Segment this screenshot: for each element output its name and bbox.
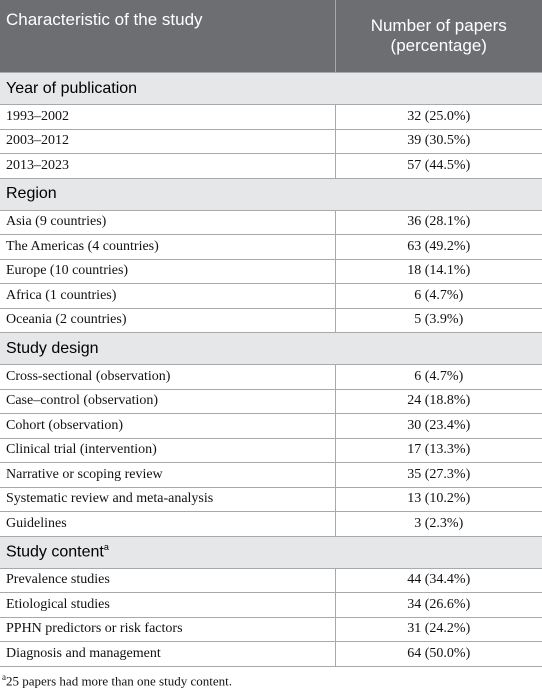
value-cell: 39 (30.5%) <box>334 129 542 154</box>
section-note: a <box>103 542 109 553</box>
section-title: Study design <box>6 339 99 357</box>
label-cell: Africa (1 countries) <box>0 283 335 309</box>
table-row: 1993–2002 32 (25.0%) <box>0 104 542 130</box>
label-cell: 2003–2012 <box>0 129 335 154</box>
label-cell: Asia (9 countries) <box>0 210 335 235</box>
table-row: 2013–2023 57 (44.5%) <box>0 153 542 179</box>
footnote-marker: a <box>2 672 6 682</box>
value-cell: 36 (28.1%) <box>334 210 542 235</box>
section-cell: Region <box>0 178 542 211</box>
table-row: The Americas (4 countries) 63 (49.2%) <box>0 234 542 260</box>
table-row: Case–control (observation) 24 (18.8%) <box>0 389 542 414</box>
table-row: Cross-sectional (observation) 6 (4.7%) <box>0 364 542 390</box>
value-cell: 24 (18.8%) <box>334 389 542 414</box>
label-cell: PPHN predictors or risk factors <box>0 617 335 642</box>
value-cell: 6 (4.7%) <box>334 364 542 390</box>
value-cell: 17 (13.3%) <box>334 438 542 463</box>
value-cell: 63 (49.2%) <box>334 234 542 260</box>
header-cell: Characteristic of the study <box>0 0 335 73</box>
section-row: Region <box>0 178 542 211</box>
value-cell: 6 (4.7%) <box>334 283 542 309</box>
table-row: Narrative or scoping review 35 (27.3%) <box>0 462 542 488</box>
value-cell: 64 (50.0%) <box>334 641 542 667</box>
footnote: a25 papers had more than one study conte… <box>2 672 232 689</box>
section-row: Study design <box>0 332 542 365</box>
label-cell: The Americas (4 countries) <box>0 234 335 260</box>
table-row: Guidelines 3 (2.3%) <box>0 511 542 537</box>
label-cell: Case–control (observation) <box>0 389 335 414</box>
section-title: Study content <box>6 543 104 561</box>
label-cell: Etiological studies <box>0 592 335 618</box>
value-cell: 3 (2.3%) <box>334 511 542 537</box>
value-cell: 18 (14.1%) <box>334 259 542 284</box>
table-row: Cohort (observation) 30 (23.4%) <box>0 413 542 439</box>
value-cell: 5 (3.9%) <box>334 308 542 333</box>
label-cell: Clinical trial (intervention) <box>0 438 335 463</box>
label-cell: Narrative or scoping review <box>0 462 335 488</box>
section-title: Region <box>6 185 57 202</box>
table-row: Diagnosis and management 64 (50.0%) <box>0 641 542 667</box>
study-table: Characteristic of the study Number of pa… <box>0 0 542 667</box>
header-cell: Number of papers (percentage) <box>334 0 542 73</box>
label-cell: Oceania (2 countries) <box>0 308 335 333</box>
section-row: Study contenta <box>0 536 542 569</box>
value-cell: 13 (10.2%) <box>334 487 542 512</box>
label-cell: Cross-sectional (observation) <box>0 364 335 390</box>
value-cell: 32 (25.0%) <box>334 104 542 130</box>
footnote-text: 25 papers had more than one study conten… <box>6 673 232 689</box>
label-cell: Diagnosis and management <box>0 641 335 667</box>
table-row: PPHN predictors or risk factors 31 (24.2%… <box>0 617 542 642</box>
table-row: Clinical trial (intervention) 17 (13.3%) <box>0 438 542 463</box>
label-cell: Prevalence studies <box>0 568 335 593</box>
value-cell: 30 (23.4%) <box>334 413 542 439</box>
label-cell: 1993–2002 <box>0 104 335 130</box>
label-cell: Guidelines <box>0 511 335 537</box>
label-cell: Cohort (observation) <box>0 413 335 439</box>
section-row: Year of publication <box>0 72 542 105</box>
label-cell: 2013–2023 <box>0 153 335 179</box>
value-cell: 35 (27.3%) <box>334 462 542 488</box>
label-cell: Systematic review and meta-analysis <box>0 487 335 512</box>
value-cell: 34 (26.6%) <box>334 592 542 618</box>
table-row: Europe (10 countries) 18 (14.1%) <box>0 259 542 284</box>
header-row: Characteristic of the study Number of pa… <box>0 0 542 73</box>
value-cell: 57 (44.5%) <box>334 153 542 179</box>
value-cell: 44 (34.4%) <box>334 568 542 593</box>
table-row: Etiological studies 34 (26.6%) <box>0 592 542 618</box>
table-row: Africa (1 countries) 6 (4.7%) <box>0 283 542 309</box>
table-row: Oceania (2 countries) 5 (3.9%) <box>0 308 542 333</box>
section-cell: Study contenta <box>0 536 542 569</box>
table-row: Systematic review and meta-analysis 13 (1… <box>0 487 542 512</box>
section-title: Year of publication <box>6 79 138 97</box>
label-cell: Europe (10 countries) <box>0 259 335 284</box>
table-row: 2003–2012 39 (30.5%) <box>0 129 542 154</box>
table-row: Prevalence studies 44 (34.4%) <box>0 568 542 593</box>
table-row: Asia (9 countries) 36 (28.1%) <box>0 210 542 235</box>
section-cell: Year of publication <box>0 72 542 105</box>
value-cell: 31 (24.2%) <box>334 617 542 642</box>
section-cell: Study design <box>0 332 542 365</box>
